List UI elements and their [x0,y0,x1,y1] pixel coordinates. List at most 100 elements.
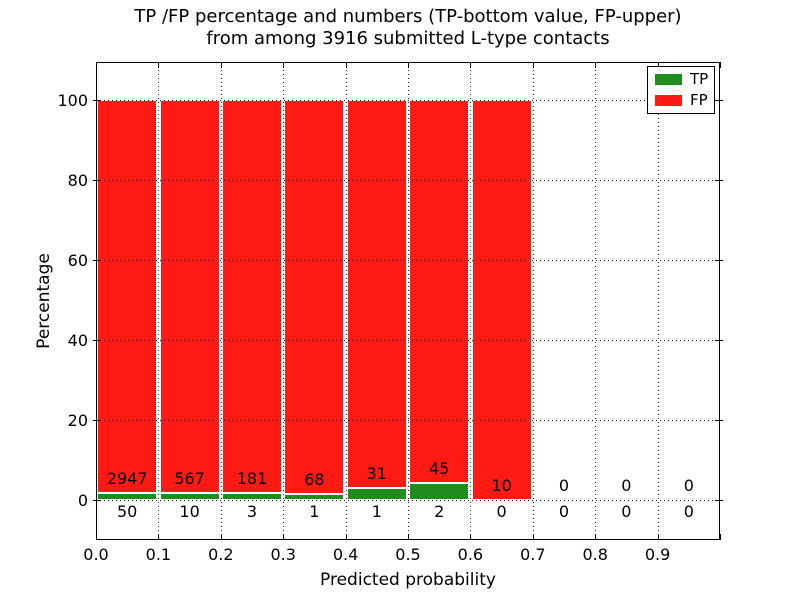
x-tick-label: 0.2 [208,545,234,564]
x-tick-label: 0.3 [270,545,296,564]
y-tick-label: 100 [57,91,88,110]
x-tick-top [532,62,534,68]
x-tick-bottom [408,534,409,540]
v-gridline [532,62,534,540]
tp-count-label: 0 [621,502,632,521]
x-tick-label: 0.6 [457,545,484,564]
x-tick-label: 0.8 [582,545,608,564]
tp-bar-segment [346,487,407,500]
x-tick-bottom [345,534,347,540]
tp-count-label: 2 [434,502,445,521]
x-tick-bottom [220,534,222,540]
x-tick-top [283,62,285,68]
tp-bar-segment [159,493,220,500]
x-tick-label: 0.5 [395,545,421,564]
fp-bar-segment [346,100,407,488]
x-tick-bottom [96,534,97,540]
tp-count-label: 50 [117,502,138,521]
fp-count-label: 0 [558,476,570,495]
x-tick-top [220,62,222,68]
y-tick-left [93,180,101,181]
tp-count-label: 1 [371,502,382,521]
fp-count-label: 45 [429,458,450,478]
x-tick-label: 0.7 [520,545,546,564]
v-gridline [470,62,472,540]
y-tick-right [715,420,723,421]
y-tick-left [93,420,101,421]
v-gridline [158,62,160,540]
fp-color-swatch [655,95,682,106]
x-tick-bottom [595,534,597,540]
fp-count-label: 2947 [106,469,148,489]
y-tick-label: 60 [67,251,88,270]
tp-bar-segment [409,482,470,500]
fp-bar-segment [471,100,532,500]
fp-bar-segment [222,100,282,494]
x-tick-top [96,62,97,68]
y-tick-right [715,340,723,341]
legend-label-tp: TP [690,70,709,88]
x-tick-label: 0.0 [83,545,109,564]
v-gridline [283,62,285,540]
fp-count-label: 181 [236,469,268,489]
tp-count-label: 3 [246,502,258,521]
x-tick-top [720,62,721,68]
tp-color-swatch [655,74,682,85]
legend-item-fp: FP [655,91,711,109]
v-gridline [657,62,659,540]
x-tick-top [158,62,160,68]
y-tick-label: 0 [77,491,88,510]
v-gridline [220,62,222,540]
tp-bar-segment [97,493,158,500]
x-tick-label: 0.1 [145,545,172,564]
y-tick-right [715,260,723,261]
x-tick-top [470,62,472,68]
tp-bar-segment [222,493,282,500]
legend-label-fp: FP [690,91,708,109]
y-tick-label: 80 [67,171,88,190]
x-tick-top [657,62,659,68]
x-tick-top [345,62,347,68]
x-tick-bottom [532,534,534,540]
fp-count-label: 31 [366,463,387,483]
fp-bar-segment [97,100,158,494]
fp-bar-segment [284,100,345,495]
fp-count-label: 0 [683,476,694,495]
tp-count-label: 0 [683,502,694,521]
y-tick-left [93,340,101,341]
tp-bar-segment [284,494,345,500]
fp-bar-segment [409,100,470,483]
fp-bar-segment [159,100,220,494]
chart-title-line1: TP /FP percentage and numbers (TP-bottom… [134,6,682,27]
y-tick-right [715,100,723,101]
y-tick-right [715,180,723,181]
y-tick-right [715,500,723,501]
chart-title: TP /FP percentage and numbers (TP-bottom… [96,6,720,50]
x-tick-top [595,62,597,68]
fp-count-label: 0 [621,476,632,495]
x-tick-bottom [158,534,160,540]
tp-count-label: 10 [179,502,200,521]
fp-count-label: 567 [174,469,205,489]
x-tick-bottom [720,534,721,540]
y-tick-left [93,500,101,501]
y-tick-label: 40 [67,331,88,350]
x-axis-label: Predicted probability [320,570,496,590]
tp-count-label: 1 [309,502,320,521]
fp-count-label: 68 [304,470,325,490]
x-tick-bottom [657,534,659,540]
x-tick-label: 0.9 [644,545,671,564]
legend: TP FP [647,66,715,114]
v-gridline [595,62,597,540]
v-gridline [345,62,347,540]
x-tick-label: 0.4 [332,545,359,564]
tp-count-label: 0 [558,502,570,521]
tp-count-label: 0 [496,502,507,521]
y-tick-left [93,260,101,261]
y-tick-label: 20 [67,411,88,430]
x-tick-bottom [470,534,472,540]
x-tick-top [408,62,409,68]
x-tick-bottom [283,534,285,540]
